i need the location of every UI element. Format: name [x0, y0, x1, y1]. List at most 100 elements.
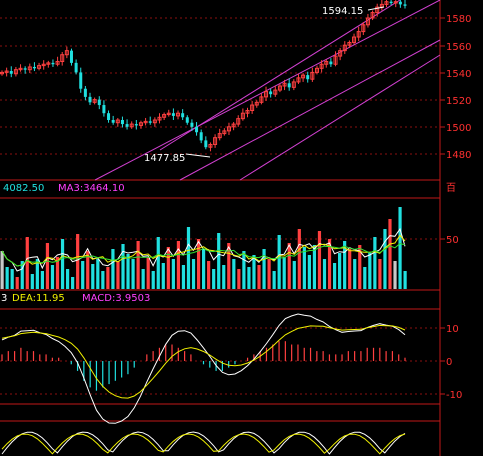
- channel-line: [239, 54, 441, 181]
- candle-body: [254, 101, 259, 106]
- volume-bar: [30, 274, 34, 289]
- candle-body: [125, 124, 129, 127]
- volume-bar: [227, 243, 231, 289]
- candle-body: [245, 109, 250, 114]
- volume-bar: [55, 257, 60, 289]
- candle-body: [222, 130, 227, 135]
- candle-body: [365, 17, 370, 26]
- candle-body: [356, 31, 361, 38]
- macd-label: MACD:3.9503: [82, 293, 150, 304]
- volume-bar: [106, 267, 110, 289]
- candle-body: [4, 70, 9, 73]
- candle-body: [329, 61, 333, 65]
- candle-body: [143, 120, 148, 124]
- candle-body: [97, 99, 101, 106]
- volume-bar: [272, 271, 276, 289]
- candle-body: [111, 120, 115, 123]
- candle-body: [264, 90, 269, 98]
- volume-bar: [35, 259, 39, 289]
- candle-body: [120, 120, 124, 125]
- volume-ma-green: [1, 243, 406, 267]
- volume-bar: [343, 241, 347, 289]
- candle-body: [190, 122, 194, 127]
- volume-unit-label: 百: [446, 182, 456, 194]
- volume-bar: [181, 265, 186, 289]
- volume-bar: [76, 234, 80, 289]
- candle-body: [69, 50, 73, 63]
- candle-body: [134, 124, 138, 126]
- high-price-pointer: [367, 6, 385, 11]
- channel-line: [179, 39, 441, 181]
- volume-bar: [0, 251, 4, 289]
- price-tick-label: 1540: [446, 69, 471, 80]
- volume-bar: [292, 261, 296, 289]
- volume-bar: [207, 261, 211, 289]
- candle-body: [282, 82, 287, 87]
- dea-line: [1, 324, 406, 399]
- price-tick-label: 1480: [446, 150, 471, 161]
- volume-bar: [111, 249, 115, 289]
- indicator-line-white: [1, 431, 406, 455]
- macd-tick-neg10: -10: [446, 390, 462, 401]
- volume-bar: [146, 257, 150, 289]
- price-tick-label: 1560: [446, 42, 471, 53]
- volume-bar: [398, 207, 402, 289]
- volume-bar: [20, 261, 24, 289]
- volume-bars: [0, 207, 407, 289]
- candle-body: [102, 105, 106, 114]
- candle-body: [347, 41, 352, 46]
- volume-bar: [307, 255, 311, 289]
- volume-bar: [368, 253, 372, 289]
- volume-bar: [403, 271, 407, 289]
- candle-body: [236, 118, 241, 125]
- volume-bar: [176, 241, 181, 289]
- candle-body: [181, 113, 185, 118]
- volume-bar: [212, 269, 216, 289]
- candle-body: [185, 117, 189, 123]
- volume-bar: [267, 259, 271, 289]
- volume-bar: [247, 267, 251, 289]
- candle-body: [213, 137, 218, 145]
- price-tick-label: 1520: [446, 96, 471, 107]
- volume-bar: [191, 259, 196, 289]
- volume-bar: [322, 259, 327, 289]
- candle-body: [37, 65, 42, 69]
- volume-bar: [287, 243, 291, 289]
- volume-bar: [327, 239, 332, 289]
- volume-bar: [171, 259, 175, 289]
- volume-bar: [317, 231, 322, 289]
- volume-bar: [383, 229, 387, 289]
- high-price-label: 1594.15: [322, 6, 363, 17]
- volume-bar: [232, 259, 236, 289]
- macd-histogram: [1, 341, 406, 391]
- volume-bar: [161, 263, 165, 289]
- volume-bar: [156, 237, 160, 289]
- candle-body: [269, 91, 273, 95]
- candle-body: [384, 1, 389, 5]
- volume-bar: [196, 239, 201, 289]
- volume-bar: [5, 267, 9, 289]
- candle-body: [324, 61, 329, 65]
- volume-bar: [202, 249, 206, 289]
- volume-bar: [388, 219, 392, 289]
- candle-body: [226, 126, 231, 132]
- volume-bar: [222, 265, 226, 289]
- volume-bar: [166, 247, 170, 289]
- candle-body: [403, 4, 407, 6]
- candle-body: [23, 68, 27, 70]
- volume-bar: [363, 267, 367, 289]
- volume-bar: [242, 251, 246, 289]
- volume-bar: [277, 235, 281, 289]
- candle-body: [79, 72, 83, 89]
- candle-body: [204, 140, 208, 148]
- volume-bar: [262, 249, 266, 289]
- volume-bar: [101, 271, 105, 289]
- volume-bar: [141, 269, 145, 289]
- channel-line: [94, 0, 441, 181]
- volume-bar: [126, 254, 130, 289]
- candle-body: [314, 67, 319, 73]
- candle-body: [389, 1, 393, 4]
- volume-bar: [40, 271, 44, 289]
- candle-body: [217, 133, 222, 139]
- volume-bar: [217, 233, 221, 289]
